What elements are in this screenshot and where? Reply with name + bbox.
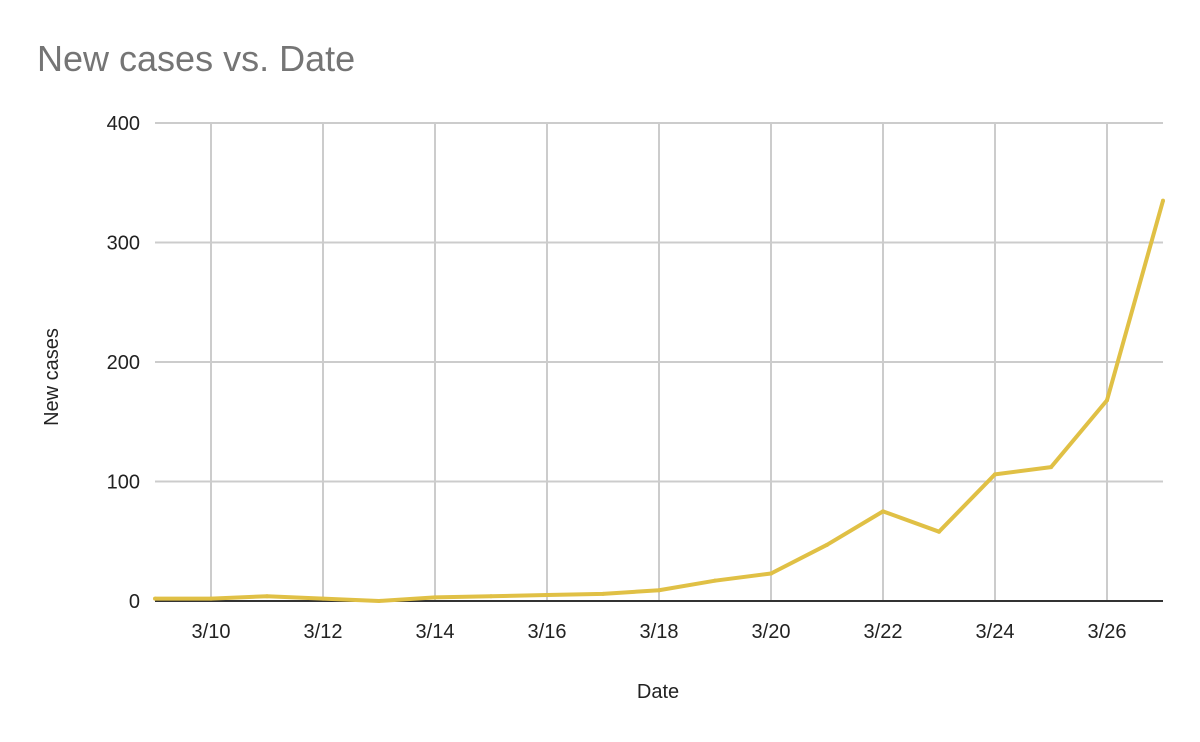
tick-labels: 0 100 200 300 400 3/10 3/12 3/14 3/16 3/18 3/20 3/2… [107, 113, 1127, 643]
x-tick-label: 3/14 [416, 621, 455, 643]
x-axis-label: Date [637, 681, 679, 703]
data-point-3/26 [1105, 398, 1109, 403]
x-tick-label: 3/16 [528, 621, 567, 643]
data-point-3/21 [825, 542, 829, 547]
x-tick-label: 3/10 [192, 621, 231, 643]
x-tick-label: 3/20 [752, 621, 791, 643]
grid [155, 122, 1163, 602]
data-point-3/15 [489, 594, 493, 599]
data-point-3/13 [377, 599, 381, 603]
data-point-3/9 [153, 596, 157, 601]
data-point-3/27 [1161, 198, 1165, 203]
y-axis-label: New cases [41, 328, 63, 426]
data-point-3/12 [321, 596, 325, 601]
y-tick-label: 200 [107, 352, 140, 374]
data-point-3/20 [769, 571, 773, 576]
data-point-3/24 [993, 472, 997, 477]
data-point-3/16 [545, 593, 549, 598]
data-point-3/22 [881, 509, 885, 514]
y-tick-label: 0 [129, 591, 140, 613]
x-tick-label: 3/22 [864, 621, 903, 643]
data-point-3/25 [1049, 465, 1053, 470]
x-tick-label: 3/26 [1088, 621, 1127, 643]
y-tick-label: 100 [107, 472, 140, 494]
y-tick-label: 400 [107, 113, 140, 135]
data-point-3/17 [601, 591, 605, 596]
data-point-3/23 [937, 529, 941, 534]
data-point-3/19 [713, 578, 717, 583]
data-point-3/10 [209, 596, 213, 601]
x-tick-label: 3/18 [640, 621, 679, 643]
series [153, 198, 1165, 603]
x-tick-label: 3/12 [304, 621, 343, 643]
data-point-3/14 [433, 595, 437, 600]
chart-title: New cases vs. Date [37, 38, 356, 79]
x-tick-label: 3/24 [976, 621, 1015, 643]
data-point-3/18 [657, 588, 661, 593]
data-point-3/11 [265, 594, 269, 599]
y-tick-label: 300 [107, 233, 140, 255]
